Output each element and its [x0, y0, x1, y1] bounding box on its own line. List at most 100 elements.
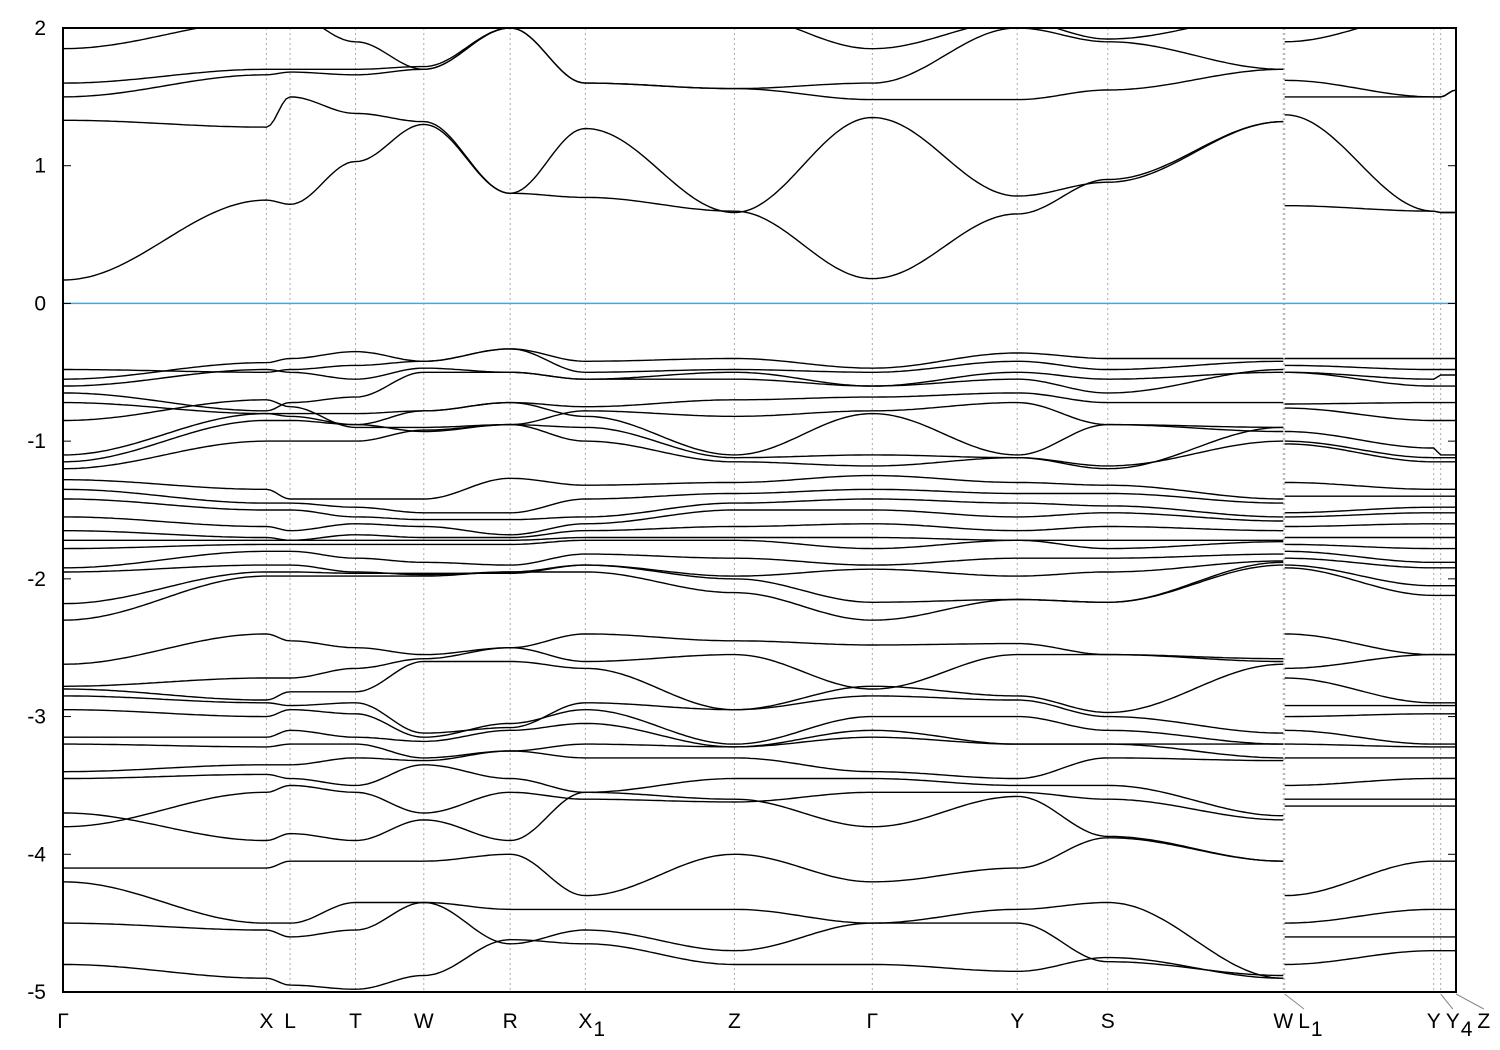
band-line	[1284, 908, 1456, 924]
x-tick-subscript: 1	[1311, 1018, 1323, 1041]
y-tick-label: -3	[27, 706, 46, 729]
band-line	[63, 419, 1284, 470]
y-tick-label: -5	[27, 981, 46, 1004]
x-tick-label: Z	[728, 1010, 741, 1033]
x-tick: Y	[1010, 1010, 1024, 1033]
band-line	[63, 560, 1284, 577]
band-line	[63, 633, 1284, 665]
band-line	[1284, 860, 1456, 897]
x-tick: Y	[1427, 1010, 1441, 1033]
band-line	[63, 646, 1284, 690]
x-tick-label: R	[503, 1010, 518, 1033]
x-tick: W	[1273, 1010, 1293, 1033]
x-tick: L	[284, 1010, 296, 1033]
band-line	[1284, 506, 1456, 514]
band-line	[63, 660, 1284, 714]
x-tick-leader	[1440, 993, 1454, 1010]
band-line	[1284, 729, 1456, 745]
y-tick-label: -2	[27, 568, 46, 591]
x-tick-label: Y	[1427, 1010, 1441, 1033]
x-tick-label: T	[349, 1010, 362, 1033]
y-tick-label: -4	[27, 843, 46, 866]
band-line	[63, 401, 1284, 456]
band-line	[1284, 677, 1456, 704]
x-tick-label: Γ	[867, 1010, 879, 1033]
band-line	[63, 784, 1284, 828]
band-line	[1284, 777, 1456, 787]
band-line	[1284, 481, 1456, 490]
band-line	[1284, 653, 1456, 670]
band-line	[1284, 440, 1456, 459]
x-tick: Γ	[57, 1010, 69, 1033]
band-line	[1284, 713, 1456, 718]
band-line	[63, 498, 1284, 521]
x-tick-subscript: 4	[1461, 1018, 1473, 1041]
band-line	[1284, 401, 1456, 405]
x-tick-label: Γ	[57, 1010, 69, 1033]
band-line	[1284, 633, 1456, 656]
band-line	[63, 120, 1284, 281]
band-line	[63, 348, 1284, 380]
band-line	[63, 536, 1284, 541]
band-line	[63, 392, 1284, 426]
band-line	[1284, 543, 1456, 550]
band-line	[63, 367, 1284, 387]
x-tick: Z	[1455, 993, 1490, 1033]
band-line	[1284, 564, 1456, 587]
band-line	[1284, 430, 1456, 456]
x-tick-label: Z	[1477, 1010, 1490, 1033]
band-line	[1284, 79, 1456, 98]
band-line	[63, 736, 1284, 759]
band-line	[63, 750, 1284, 780]
band-line	[63, 488, 1284, 514]
band-line	[63, 523, 1284, 542]
band-line	[1284, 523, 1456, 528]
band-line	[63, 901, 1284, 977]
band-line	[63, 348, 1284, 373]
band-line	[63, 722, 1284, 748]
x-tick-label: Y	[1010, 1010, 1024, 1033]
x-tick-label: W	[1273, 1010, 1293, 1033]
band-line	[1284, 364, 1456, 371]
x-tick: S	[1101, 1010, 1115, 1033]
band-line	[1284, 371, 1456, 387]
x-tick-label: X	[259, 1010, 273, 1033]
band-line	[63, 764, 1284, 817]
band-line	[63, 28, 1193, 71]
band-line	[63, 368, 1284, 412]
y-tick-label: -1	[27, 430, 46, 453]
y-tick-label: 0	[34, 292, 46, 315]
plot-frame	[62, 27, 1457, 993]
band-line	[1284, 443, 1456, 463]
band-line	[63, 96, 1284, 214]
band-line	[63, 939, 1284, 990]
bands	[63, 28, 1456, 990]
band-line	[1284, 950, 1456, 966]
x-tick: W	[414, 1010, 434, 1033]
band-line	[63, 539, 1284, 550]
x-tick-leader	[1455, 993, 1485, 1010]
band-line	[1284, 512, 1456, 518]
x-tick: Γ	[867, 1010, 879, 1033]
y-tick-label: 1	[34, 155, 46, 178]
band-line	[63, 474, 1284, 500]
band-line	[63, 423, 1284, 470]
x-tick-leader	[1284, 993, 1305, 1010]
y-tick-label: 2	[34, 17, 46, 40]
band-line	[63, 399, 1284, 429]
band-line	[63, 881, 1284, 979]
band-line	[63, 561, 1284, 605]
band-line	[1284, 550, 1456, 563]
x-tick-label: W	[414, 1010, 434, 1033]
band-line	[1284, 557, 1456, 569]
x-tick: T	[349, 1010, 362, 1033]
band-line	[1284, 89, 1456, 98]
x-tick-label: S	[1101, 1010, 1115, 1033]
x-tick: R	[503, 1010, 518, 1033]
band-line	[1284, 407, 1456, 422]
band-line	[63, 695, 1284, 734]
band-line	[63, 709, 1284, 745]
